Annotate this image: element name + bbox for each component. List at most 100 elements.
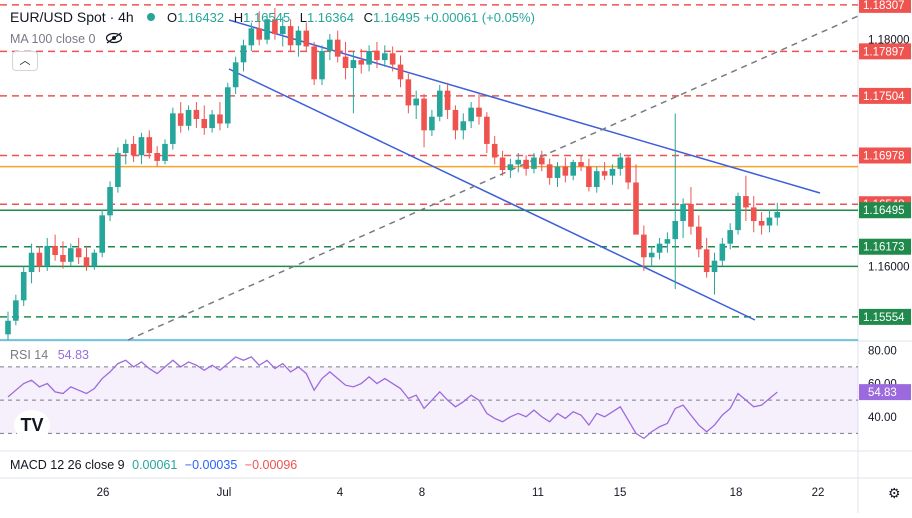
candle-body bbox=[609, 168, 616, 176]
candle-body bbox=[366, 51, 372, 65]
price-level-tag bbox=[859, 43, 911, 60]
candle-body bbox=[154, 153, 160, 161]
candle-body bbox=[696, 226, 702, 250]
candle-body bbox=[688, 204, 694, 227]
x-tick-label: 4 bbox=[337, 487, 344, 499]
candle-body bbox=[20, 272, 27, 301]
candle-body bbox=[593, 171, 600, 187]
candle-body bbox=[75, 248, 82, 258]
candle-body bbox=[28, 252, 35, 272]
candle-body bbox=[656, 243, 663, 253]
rsi-tick-label: 80.00 bbox=[868, 345, 897, 357]
candle-body bbox=[413, 98, 419, 106]
candle-body bbox=[83, 257, 90, 267]
ma-indicator-legend[interactable]: MA 100 close 0 bbox=[10, 32, 123, 46]
eye-hidden-icon[interactable] bbox=[105, 32, 123, 44]
candle-body bbox=[342, 56, 349, 68]
candle-body bbox=[436, 90, 443, 117]
candle-body bbox=[358, 60, 365, 65]
macd-signal-value: −0.00035 bbox=[184, 458, 238, 472]
candle-body bbox=[256, 28, 262, 40]
settings-gear-icon[interactable]: ⚙ bbox=[888, 485, 901, 501]
y-tick-label: 1.18000 bbox=[868, 35, 910, 47]
candle-body bbox=[562, 166, 569, 176]
candle-body bbox=[374, 51, 380, 61]
collapse-legend-button[interactable]: ︿ bbox=[12, 51, 38, 71]
x-tick-label: 11 bbox=[532, 487, 544, 499]
chevron-up-icon: ︿ bbox=[19, 55, 31, 67]
market-status-dot bbox=[147, 13, 156, 21]
high-value: 1.16545 bbox=[243, 10, 291, 25]
rsi-legend[interactable]: RSI 14 54.83 bbox=[10, 348, 89, 362]
candle-body bbox=[484, 116, 490, 144]
candle-body bbox=[272, 19, 278, 34]
change-value: +0.00061 (+0.05%) bbox=[423, 10, 535, 25]
price-level-label: 1.16978 bbox=[863, 150, 905, 162]
candle-body bbox=[444, 90, 451, 110]
price-level-label: 1.18307 bbox=[863, 0, 905, 12]
candle-body bbox=[209, 114, 215, 129]
candle-body bbox=[162, 143, 168, 161]
symbol-title[interactable]: EUR/USD Spot · 4h bbox=[10, 9, 134, 25]
candle-body bbox=[264, 19, 270, 40]
low-value: 1.16364 bbox=[306, 10, 354, 25]
candle-body bbox=[735, 196, 741, 231]
candle-body bbox=[499, 157, 506, 170]
candle-body bbox=[750, 207, 757, 221]
macd-value: 0.00061 bbox=[132, 458, 178, 472]
candle-body bbox=[303, 30, 310, 47]
candle-body bbox=[232, 62, 239, 88]
rsi-tick-label: 40.00 bbox=[868, 412, 897, 424]
candle-body bbox=[319, 51, 325, 80]
candle-body bbox=[122, 143, 129, 153]
candle-body bbox=[586, 166, 592, 187]
candle-body bbox=[68, 248, 74, 262]
candle-body bbox=[130, 143, 137, 156]
candle-body bbox=[672, 221, 679, 240]
candle-body bbox=[468, 107, 474, 122]
candle-body bbox=[515, 159, 522, 165]
candle-body bbox=[554, 166, 561, 178]
candle-body bbox=[52, 245, 58, 255]
chart-header: EUR/USD Spot · 4h O1.16432 H1.16545 L1.1… bbox=[10, 9, 535, 25]
high-label: H bbox=[233, 10, 244, 25]
rsi-value: 54.83 bbox=[57, 348, 89, 362]
x-tick-label: 18 bbox=[730, 487, 743, 499]
candle-body bbox=[5, 320, 11, 335]
candle-body bbox=[429, 116, 435, 131]
candle-body bbox=[107, 187, 113, 216]
candle-body bbox=[240, 45, 247, 63]
price-level-label: 1.16173 bbox=[863, 242, 905, 254]
candle-body bbox=[170, 113, 176, 144]
candle-body bbox=[758, 221, 765, 226]
rsi-value-tag-label: 54.83 bbox=[868, 387, 897, 399]
candle-body bbox=[350, 60, 357, 68]
candle-body bbox=[389, 53, 396, 65]
candle-body bbox=[44, 245, 51, 267]
x-tick-label: Jul bbox=[217, 487, 232, 499]
close-value: 1.16495 bbox=[372, 10, 420, 25]
candle-body bbox=[648, 252, 655, 258]
candle-body bbox=[295, 30, 302, 46]
price-level-tag bbox=[859, 238, 911, 255]
tradingview-logo[interactable]: TV bbox=[14, 410, 50, 440]
candle-body bbox=[546, 164, 553, 178]
close-label: C bbox=[363, 10, 373, 25]
price-level-label: 1.15554 bbox=[863, 312, 905, 324]
candle-body bbox=[287, 26, 294, 46]
candle-body bbox=[327, 39, 333, 51]
candle-body bbox=[539, 157, 545, 165]
candle-body bbox=[531, 157, 537, 169]
candle-body bbox=[185, 109, 192, 126]
candle-body bbox=[382, 53, 388, 61]
candle-body bbox=[601, 171, 608, 176]
macd-legend[interactable]: MACD 12 26 close 9 0.00061 −0.00035 −0.0… bbox=[10, 458, 297, 472]
candle-body bbox=[217, 114, 223, 124]
candle-body bbox=[507, 164, 514, 170]
price-level-label: 1.17897 bbox=[863, 46, 905, 58]
price-level-tag bbox=[859, 0, 911, 13]
candle-body bbox=[60, 255, 66, 262]
